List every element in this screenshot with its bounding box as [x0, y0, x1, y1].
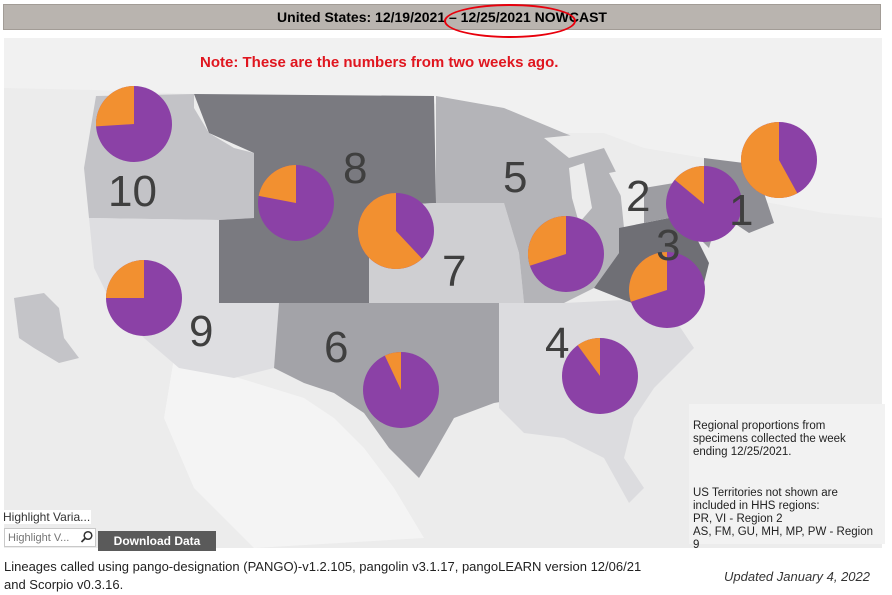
- search-icon[interactable]: [80, 530, 94, 544]
- region-label-2: 2: [626, 172, 651, 221]
- region-label-3: 3: [656, 221, 681, 270]
- date-highlight-circle: [444, 4, 576, 38]
- title-bar: United States: 12/19/2021 – 12/25/2021 N…: [3, 4, 881, 38]
- pie-slice-orange: [577, 338, 600, 376]
- info-box: Regional proportions from specimens coll…: [689, 404, 885, 551]
- pie-chart-region-8[interactable]: [258, 165, 334, 241]
- region-label-10: 10: [108, 167, 157, 216]
- pie-layer: [96, 86, 817, 428]
- download-data-button[interactable]: Download Data: [98, 531, 216, 551]
- us-map: [4, 38, 882, 548]
- pie-chart-region-9[interactable]: [106, 260, 182, 336]
- map-canvas: [4, 38, 882, 548]
- note-text: Note: These are the numbers from two wee…: [200, 54, 559, 71]
- region-label-6: 6: [324, 323, 349, 372]
- pie-slice-orange: [384, 352, 401, 390]
- lake-superior: [544, 133, 604, 158]
- pie-chart-region-extra[interactable]: [741, 122, 817, 198]
- lake-michigan: [569, 163, 592, 223]
- footer-line-2: and Scorpio v0.3.16.: [4, 577, 124, 592]
- info-line-4: AS, FM, GU, MH, MP, PW - Region 9: [693, 526, 873, 551]
- pie-slice-orange: [628, 252, 667, 302]
- region-9-shape: [89, 218, 279, 378]
- page-title: United States: 12/19/2021 – 12/25/2021 N…: [277, 9, 607, 25]
- lake-huron: [609, 168, 644, 198]
- updated-date: Updated January 4, 2022: [724, 569, 870, 584]
- region-label-5: 5: [503, 153, 528, 202]
- region-label-9: 9: [189, 307, 214, 356]
- pie-chart-region-7[interactable]: [358, 193, 434, 269]
- pie-chart-region-1[interactable]: [666, 166, 742, 242]
- pie-chart-region-10[interactable]: [96, 86, 172, 162]
- highlight-variant-label: Highlight Varia...: [2, 510, 92, 524]
- region-label-1: 1: [729, 186, 754, 235]
- pie-chart-region-3[interactable]: [628, 252, 705, 328]
- pie-slice-orange: [106, 260, 144, 298]
- pie-slice-orange: [358, 193, 423, 269]
- mexico-land: [164, 358, 424, 548]
- highlight-variant-input[interactable]: [4, 528, 96, 547]
- pie-slice-orange: [674, 166, 704, 204]
- pie-chart-region-4[interactable]: [562, 338, 638, 414]
- pie-slice-orange: [258, 165, 296, 203]
- pie-chart-region-6[interactable]: [363, 352, 439, 428]
- info-line-2: US Territories not shown are included in…: [693, 487, 838, 512]
- alaska-shape: [14, 293, 79, 363]
- canada-land: [4, 38, 882, 218]
- footer-text: Lineages called using pango-designation …: [4, 558, 684, 594]
- region-label-8: 8: [343, 144, 368, 193]
- pie-slice-orange: [96, 86, 134, 127]
- region-label-7: 7: [442, 247, 467, 296]
- region-label-4: 4: [545, 319, 570, 368]
- pie-slice-orange: [528, 216, 566, 266]
- pie-chart-region-5[interactable]: [528, 216, 604, 292]
- info-line-3: PR, VI - Region 2: [693, 513, 783, 525]
- pie-slice-orange: [741, 122, 798, 198]
- footer-line-1: Lineages called using pango-designation …: [4, 559, 642, 574]
- info-line-1: Regional proportions from specimens coll…: [693, 420, 846, 458]
